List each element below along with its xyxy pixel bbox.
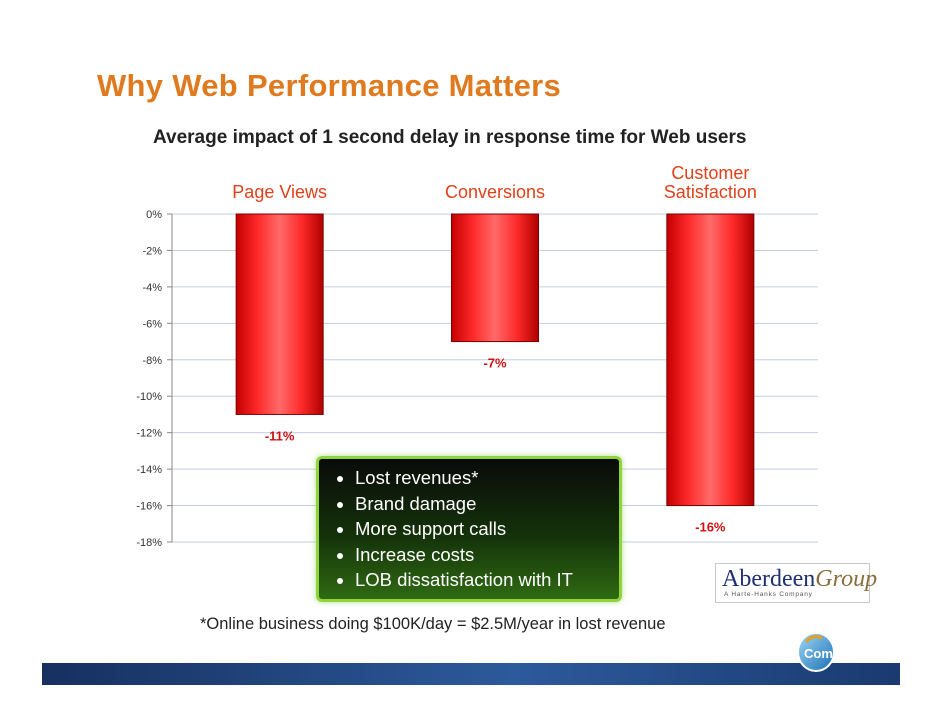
bar (666, 213, 755, 507)
data-label: -11% (265, 428, 295, 443)
bar (235, 213, 324, 415)
category-label: Conversions (445, 182, 545, 202)
slide-subtitle: Average impact of 1 second delay in resp… (153, 127, 747, 148)
aberdeen-group-logo: AberdeenGroup A Harte-Hanks Company (715, 563, 877, 603)
y-tick-label: -12% (136, 428, 162, 440)
y-tick-label: -2% (142, 245, 162, 257)
slide-title: Why Web Performance Matters (97, 68, 562, 103)
impact-item: Brand damage (355, 491, 619, 517)
aberdeen-tagline: A Harte-Hanks Company (724, 591, 813, 598)
impact-item: Lost revenues* (355, 465, 619, 491)
footer-band (42, 663, 900, 685)
y-tick-label: -4% (142, 282, 162, 294)
impact-item: Increase costs (355, 542, 619, 568)
y-tick-label: -16% (136, 501, 162, 513)
category-label: Customer (671, 163, 749, 183)
impact-callout-box: Lost revenues* Brand damage More support… (316, 456, 622, 602)
y-tick-label: -14% (136, 464, 162, 476)
y-tick-label: -6% (142, 318, 162, 330)
aberdeen-wordmark: AberdeenGroup (722, 566, 878, 592)
y-tick-label: -18% (136, 537, 162, 549)
impact-item: LOB dissatisfaction with IT (355, 567, 619, 593)
compuware-logo: Compuware (797, 632, 878, 672)
impact-item: More support calls (355, 516, 619, 542)
impact-list: Lost revenues* Brand damage More support… (337, 465, 619, 593)
svg-text:Compuware: Compuware (804, 646, 878, 661)
y-tick-label: 0% (146, 209, 162, 221)
category-label: Satisfaction (664, 182, 757, 202)
y-tick-label: -8% (142, 355, 162, 367)
data-label: -7% (483, 356, 507, 371)
bar (451, 213, 539, 343)
category-label: Page Views (232, 182, 327, 202)
y-tick-label: -10% (136, 391, 162, 403)
data-label: -16% (695, 520, 726, 535)
footnote: *Online business doing $100K/day = $2.5M… (200, 615, 666, 633)
